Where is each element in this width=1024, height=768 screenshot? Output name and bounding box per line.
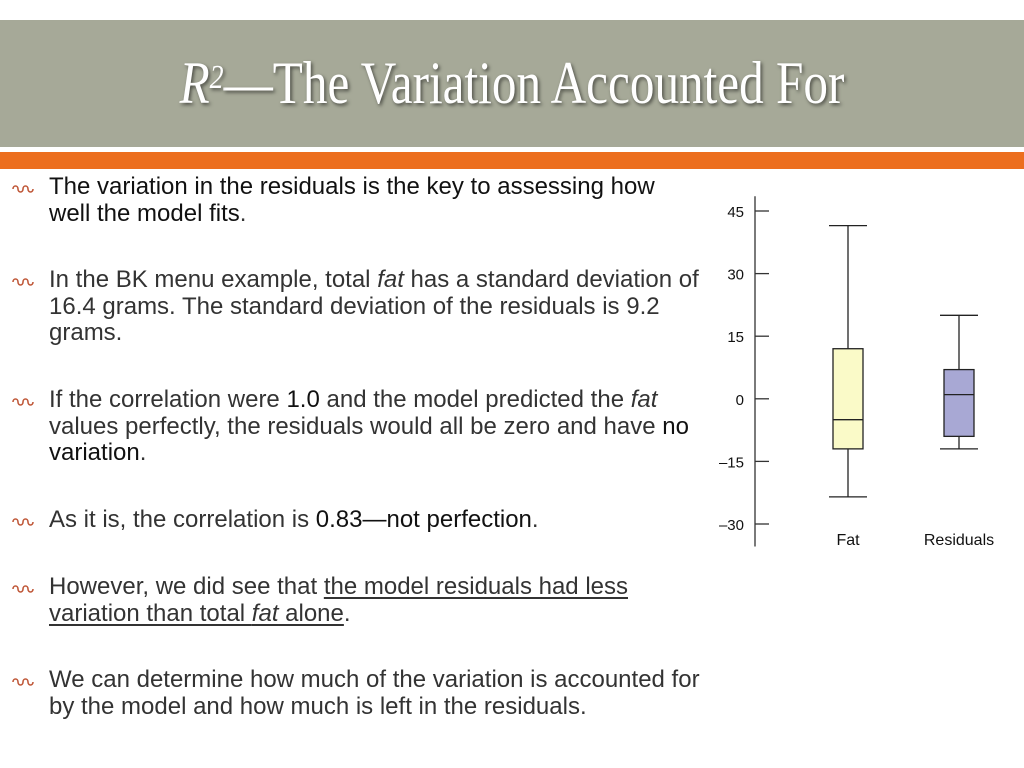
underlined-part: alone: [278, 599, 344, 627]
bullet-text: The variation in the residuals is the ke…: [49, 173, 655, 227]
category-label: Residuals: [924, 532, 994, 549]
bullet-item: As it is, the correlation is 0.83—not pe…: [10, 506, 714, 534]
boxplot-chart: 45 30 15 0 –15 –30 Fat Residuals: [719, 196, 994, 549]
bullet-emphasis: fat: [630, 386, 658, 413]
bullet-item: If the correlation were 1.0 and the mode…: [10, 386, 714, 467]
bullet-text: and the model predicted the: [319, 386, 631, 413]
bullet-strong: 0.83—not perfection: [315, 506, 532, 533]
y-axis: 45 30 15 0 –15 –30: [719, 196, 769, 547]
bullet-item: We can determine how much of the variati…: [10, 666, 714, 720]
y-tick-label: –30: [719, 517, 744, 534]
bullet-text: We can determine how much of the variati…: [49, 666, 700, 720]
y-tick-label: 0: [736, 392, 744, 409]
bullet-text: .: [343, 599, 351, 627]
scroll-bullet-icon: [12, 585, 34, 593]
bullet-text: .: [531, 506, 539, 533]
scroll-bullet-icon: [12, 678, 34, 686]
bullet-text: values perfectly, the residuals would al…: [49, 412, 663, 440]
y-tick-label: 45: [727, 204, 744, 221]
bullet-text: has a standard deviation of 16.4 grams. …: [49, 266, 699, 346]
bullet-text: However, we did see that: [49, 573, 324, 600]
bullet-item: The variation in the residuals is the ke…: [10, 173, 669, 227]
boxes: [829, 224, 978, 498]
y-tick-label: 15: [727, 329, 744, 346]
category-label: Fat: [836, 532, 860, 549]
bullet-text: As it is, the correlation is: [49, 506, 316, 533]
bullet-text-end: .: [239, 199, 247, 227]
box-residuals: [943, 368, 975, 438]
bullet-text: If the correlation were: [49, 386, 287, 413]
accent-bar: [0, 152, 1024, 169]
y-tick-label: –15: [719, 454, 744, 471]
bullet-strong: no variation: [49, 412, 689, 466]
underlined-text: the model residuals had less variation t…: [49, 573, 628, 627]
title-r: R: [179, 50, 210, 116]
scroll-bullet-icon: [12, 185, 34, 193]
x-axis-labels: Fat Residuals: [836, 532, 994, 549]
bullet-text: In the BK menu example, total: [49, 266, 378, 293]
bullet-emphasis: fat: [377, 266, 404, 293]
underlined-part: the model residuals had less variation t…: [49, 573, 628, 627]
title-superscript: 2: [209, 58, 224, 96]
slide-title: R 2 —The Variation Accounted For: [92, 20, 932, 147]
scroll-bullet-icon: [12, 398, 34, 406]
scroll-bullet-icon: [12, 278, 34, 286]
bullet-item: In the BK menu example, total fat has a …: [10, 266, 714, 347]
bullet-text: .: [139, 439, 147, 466]
bullet-strong: 1.0: [286, 386, 320, 413]
title-text: —The Variation Accounted For: [223, 50, 845, 116]
title-band: R 2 —The Variation Accounted For: [0, 20, 1024, 147]
y-tick-label: 30: [727, 267, 744, 284]
bullet-item: However, we did see that the model resid…: [10, 573, 714, 627]
scroll-bullet-icon: [12, 518, 34, 526]
box-fat: [832, 348, 864, 450]
underlined-emphasis: fat: [251, 599, 279, 627]
